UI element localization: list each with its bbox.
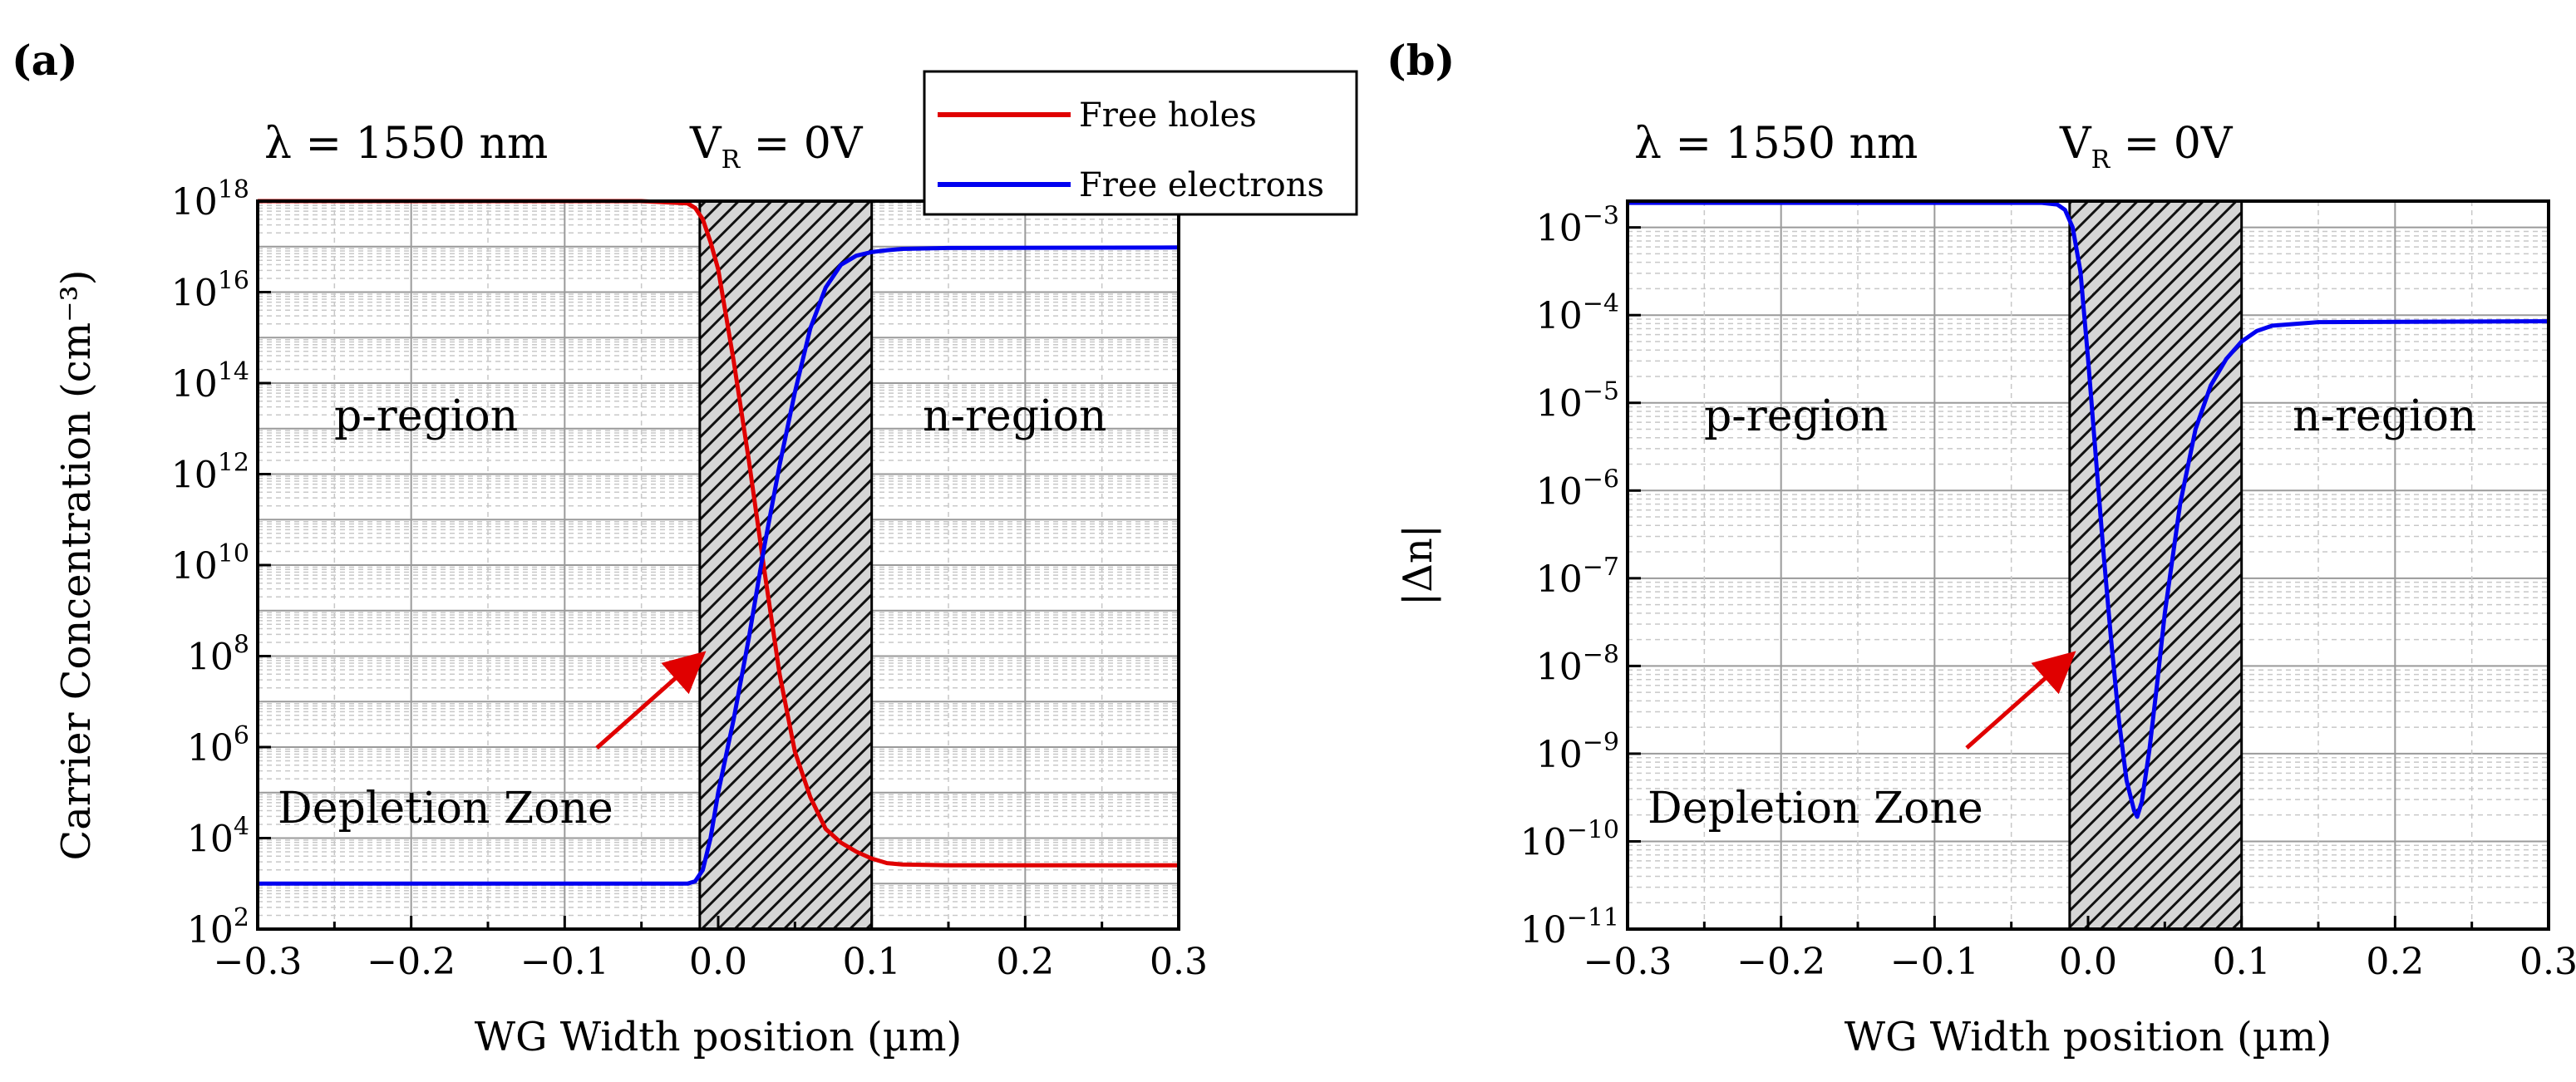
x-tick-label: 0.0 (689, 941, 747, 983)
y-tick-label: 1014 (171, 357, 249, 406)
x-axis-title: WG Width position (µm) (1845, 1014, 2332, 1060)
depletion-zone-label: Depletion Zone (278, 784, 613, 834)
n-region-label: n-region (923, 391, 1106, 441)
wavelength-label: λ = 1550 nm (1634, 119, 1918, 169)
legend: Free holes Free electrons (923, 70, 1358, 216)
y-tick-label: 10−5 (1536, 377, 1619, 425)
depletion-arrow (1965, 651, 2076, 750)
x-tick-label: 0.1 (843, 941, 901, 983)
x-tick-label: −0.3 (214, 941, 303, 983)
y-tick-label: 104 (187, 813, 249, 861)
y-tick-label: 10−9 (1536, 728, 1619, 776)
depletion-arrow (595, 651, 707, 750)
depletion-zone-region (2068, 199, 2244, 931)
panel-b: (b) −0.3 −0.2 −0.1 0.0 0.1 0.2 0.3 10−11 10−10 10−… (1387, 36, 2576, 1060)
series-line-holes (258, 199, 1179, 868)
x-tick-label: −0.1 (520, 941, 609, 983)
y-tick-label: 10−6 (1536, 465, 1619, 513)
x-tick-label: 0.1 (2213, 941, 2271, 983)
y-tick-label: 108 (187, 631, 249, 679)
y-tick-label: 102 (187, 903, 249, 952)
x-tick-label: −0.1 (1890, 941, 1979, 983)
y-tick-label: 10−4 (1536, 289, 1619, 337)
y-tick-label: 1018 (171, 175, 249, 224)
series-line-electrons (258, 245, 1180, 886)
n-region-label: n-region (2293, 391, 2476, 441)
x-tick-label: 0.0 (2059, 941, 2117, 983)
x-tick-label: −0.3 (1584, 941, 1672, 983)
x-tick-label: 0.2 (2366, 941, 2424, 983)
y-tick-label: 10−3 (1536, 202, 1619, 250)
y-axis-title: Carrier Concentration (cm⁻³) (53, 270, 100, 861)
legend-entry: Free electrons (1079, 166, 1324, 204)
wavelength-label: λ = 1550 nm (264, 119, 548, 169)
depletion-zone-label: Depletion Zone (1648, 784, 1983, 834)
x-tick-label: 0.2 (996, 941, 1054, 983)
legend-box (923, 70, 1358, 216)
y-tick-label: 1016 (171, 267, 249, 315)
y-tick-label: 1012 (171, 449, 249, 497)
y-tick-label: 10−8 (1536, 640, 1619, 688)
x-tick-label: −0.2 (1736, 941, 1825, 983)
p-region-label: p-region (1704, 391, 1888, 441)
panel-label: (a) (12, 36, 78, 85)
p-region-label: p-region (334, 391, 518, 441)
panel-label: (b) (1387, 36, 1455, 85)
y-tick-label: 10−7 (1536, 553, 1619, 601)
x-axis-title: WG Width position (µm) (475, 1014, 962, 1060)
y-tick-label: 10−11 (1520, 903, 1619, 952)
legend-entry: Free holes (1079, 96, 1257, 135)
panel-a: (a) −0.3 −0.2 −0.1 0.0 0.1 0.2 0.3 102 104 106 108 1… (12, 36, 1358, 1060)
x-tick-label: 0.3 (2519, 941, 2576, 983)
voltage-label: VR = 0V (689, 119, 864, 175)
x-tick-label: −0.2 (367, 941, 456, 983)
y-tick-label: 1010 (171, 539, 249, 588)
y-tick-label: 106 (187, 721, 249, 770)
x-tick-label: 0.3 (1150, 941, 1208, 983)
voltage-label: VR = 0V (2059, 119, 2234, 175)
y-axis-title: |Δn| (1395, 524, 1441, 606)
series-line-electrons (1628, 200, 2549, 819)
y-tick-label: 10−10 (1520, 815, 1619, 863)
